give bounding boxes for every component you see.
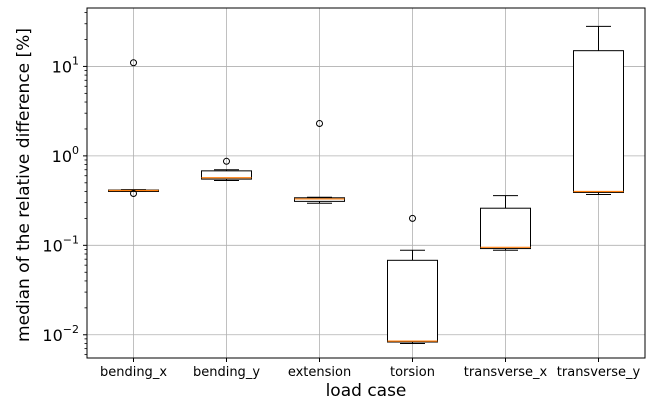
box-transverse_y [573,25,624,196]
y-axis-label: median of the relative difference [%] [14,28,34,342]
x-axis-label: load case [326,381,407,401]
x-tick-label: transverse_x [464,365,548,380]
box-torsion [387,214,438,344]
y-tick-label: 10−2 [42,323,79,345]
box-bending_y [201,157,252,182]
iqr-box [387,259,438,343]
outlier-point [409,214,416,222]
box-transverse_x [480,195,531,251]
outlier-point [130,59,137,67]
x-tick-label: bending_x [100,365,167,380]
outlier-point [130,189,137,197]
x-tick-label: bending_y [193,365,260,380]
x-tick-label: extension [288,365,351,380]
iqr-box [294,197,345,202]
grid-layer [87,8,645,358]
y-tick-label: 100 [52,144,79,166]
tick-layer: bending_x bending_y extension torsion transv… [42,12,641,380]
outlier-point [316,120,323,128]
y-tick-label: 101 [52,54,79,76]
box-layer [108,25,624,344]
x-tick-label: transverse_y [557,365,641,380]
y-tick-label: 10−1 [42,233,79,255]
box-bending_x [108,59,159,197]
iqr-box [480,207,531,250]
iqr-box [573,50,624,193]
axes-frame [86,7,646,359]
iqr-box [201,170,252,180]
outlier-point [223,157,230,165]
x-tick-label: torsion [390,365,435,380]
box-extension [294,120,345,204]
